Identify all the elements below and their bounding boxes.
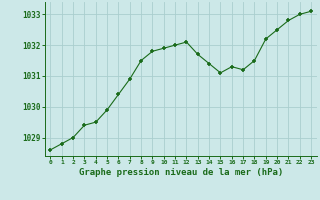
X-axis label: Graphe pression niveau de la mer (hPa): Graphe pression niveau de la mer (hPa) bbox=[79, 168, 283, 177]
